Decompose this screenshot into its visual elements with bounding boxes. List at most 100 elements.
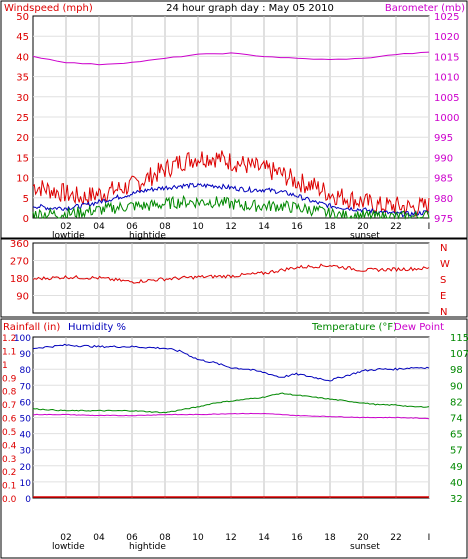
p1-series-low — [32, 194, 430, 220]
p3-x-tick: 02 — [60, 533, 71, 543]
p1-y-right-ticks: 975 980 985 990 995 1000 1005 1010 1015 1020 1025 — [434, 12, 459, 225]
p1-y-left-ticks: 0 5 10 15 20 25 30 35 40 45 50 — [16, 12, 29, 225]
p1-x-tick: 08 — [159, 222, 171, 232]
p1-y-left-tick: 35 — [16, 73, 29, 84]
p2-compass-letter: W — [440, 259, 450, 270]
p1-y-left-tick: 50 — [16, 12, 29, 23]
p3-humidity-tick: 100 — [14, 334, 31, 344]
p3-x-tick: 12 — [225, 533, 236, 543]
p1-y-right-tick: 1005 — [434, 93, 459, 104]
p1-y-right-tick: 1000 — [434, 113, 459, 124]
p1-y-left-tick: 40 — [16, 52, 29, 63]
p1-x-tick: 06 — [126, 222, 138, 232]
p2-y-left-ticks: 360 270 180 90 — [10, 239, 29, 303]
p1-title: 24 hour graph day : May 05 2010 — [166, 3, 334, 14]
p3-ylabel-temp: Temperature (°F) — [311, 322, 397, 333]
p1-series-avg — [32, 182, 430, 218]
p3-humidity-tick: 20 — [20, 463, 32, 473]
p3-lowtide: lowtide — [52, 542, 85, 552]
p2-compass-letter: E — [440, 291, 446, 302]
p1-y-right-tick: 995 — [434, 133, 453, 144]
p1-y-right-tick: 980 — [434, 194, 453, 205]
p3-x-tick: 08 — [159, 533, 171, 543]
p1-y-left-tick: 25 — [16, 113, 29, 124]
p1-x-ticks: 02 04 06 08 10 12 14 16 18 20 22 I — [60, 222, 430, 232]
p1-y-left-tick: 10 — [16, 174, 29, 185]
p3-rain-tick: 0.8 — [2, 388, 17, 398]
p3-rain-tick: 0.0 — [2, 495, 17, 505]
p1-y-right-tick: 1015 — [434, 52, 459, 63]
p3-x-ticks: 02 04 06 08 10 12 14 16 18 20 22 I — [60, 533, 430, 543]
p3-rain-tick: 0.6 — [2, 415, 17, 425]
p3-temp-tick: 82 — [450, 397, 463, 408]
p1-x-tick: 12 — [225, 222, 236, 232]
p3-humidity-tick: 30 — [20, 447, 32, 457]
p1-series-gust — [32, 150, 430, 217]
p3-temp-tick: 90 — [450, 381, 463, 392]
p3-x-tick: 16 — [291, 533, 303, 543]
p3-grid — [33, 337, 430, 498]
p1-ylabel-left: Windspeed (mph) — [4, 3, 93, 14]
p1-series — [32, 51, 430, 220]
p3-rain-tick: 1.2 — [2, 334, 16, 344]
p1-x-tick: 14 — [258, 222, 270, 232]
p3-rain-tick: 0.5 — [2, 428, 16, 438]
p3-humidity-tick: 40 — [20, 431, 32, 441]
p3-temp-tick: 98 — [450, 365, 463, 376]
p3-hightide: hightide — [129, 542, 166, 552]
p1-y-right-tick: 1020 — [434, 32, 459, 43]
p1-y-right-tick: 1010 — [434, 73, 459, 84]
p3-humidity-tick: 70 — [20, 382, 32, 392]
p3-rain-tick: 0.9 — [2, 374, 17, 384]
p3-temp-tick: 57 — [450, 446, 463, 457]
panel-2-frame — [0, 238, 468, 318]
p3-temp-tick: 32 — [450, 494, 463, 505]
p2-compass-letter: N — [440, 307, 447, 318]
p3-ylabel-rain: Rainfall (in) — [3, 322, 60, 333]
p1-x-tick: 16 — [291, 222, 303, 232]
p3-ylabel-humidity: Humidity % — [68, 322, 126, 333]
p2-series — [32, 263, 430, 284]
p3-rain-tick: 0.4 — [2, 441, 17, 451]
panel-3-frame — [0, 318, 468, 559]
p3-x-tick: 04 — [93, 533, 105, 543]
p3-x-tick: 20 — [357, 533, 369, 543]
p1-y-left-tick: 0 — [23, 214, 29, 225]
p3-humidity-tick: 10 — [20, 479, 32, 489]
p1-y-left-tick: 5 — [23, 194, 29, 205]
p1-x-tick: 04 — [93, 222, 105, 232]
p1-series-barometer — [32, 51, 430, 66]
p1-x-tick: 02 — [60, 222, 71, 232]
p3-rain-tick: 1 — [2, 361, 8, 371]
p3-temp-tick: 65 — [450, 430, 463, 441]
p1-y-left-tick: 45 — [16, 32, 29, 43]
p3-x-tick: 18 — [324, 533, 336, 543]
p3-x-tick: 06 — [126, 533, 138, 543]
p1-x-tick: I — [428, 222, 431, 232]
p1-y-right-tick: 985 — [434, 174, 453, 185]
p1-y-right-tick: 1025 — [434, 12, 459, 23]
p1-ylabel-right: Barometer (mb) — [385, 3, 465, 14]
p3-rain-tick: 0.3 — [2, 455, 16, 465]
p3-rain-tick: 0.1 — [2, 482, 16, 492]
p3-humidity-tick: 60 — [20, 398, 32, 408]
p3-x-tick: I — [428, 533, 431, 543]
p3-rain-tick: 1.1 — [2, 347, 16, 357]
p1-lowtide: lowtide — [52, 231, 85, 241]
p1-y-left-tick: 30 — [16, 93, 29, 104]
p2-compass-letter: S — [440, 275, 446, 286]
p1-x-tick: 10 — [192, 222, 204, 232]
p3-x-tick: 10 — [192, 533, 204, 543]
p2-y-left-tick: 360 — [10, 239, 29, 250]
p3-sunset: sunset — [350, 542, 380, 552]
panel-1-frame — [0, 0, 468, 239]
p3-series — [32, 343, 430, 498]
p3-temp-tick: 74 — [450, 414, 463, 425]
p2-compass-letter: N — [440, 243, 447, 254]
p1-sunset: sunset — [350, 231, 380, 241]
p1-hightide: hightide — [129, 231, 166, 241]
p3-series-temperature — [32, 392, 430, 414]
